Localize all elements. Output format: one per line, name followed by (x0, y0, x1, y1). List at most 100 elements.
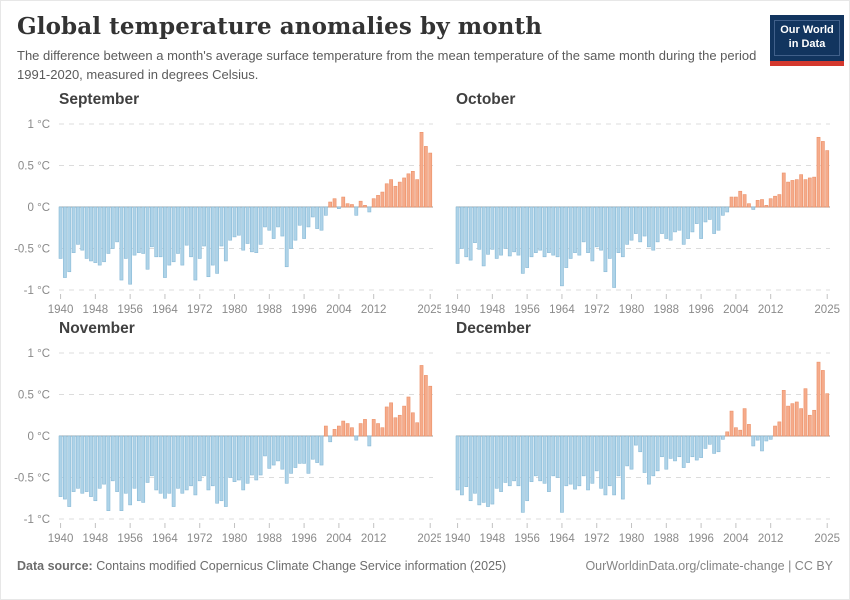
x-axis-label: 1972 (187, 304, 213, 316)
temperature-bar (694, 435, 699, 461)
temperature-bar (673, 206, 677, 232)
temperature-bar (267, 206, 272, 231)
temperature-bar (180, 435, 185, 494)
temperature-bar (503, 206, 508, 249)
temperature-bar (119, 206, 124, 281)
temperature-bar (428, 385, 433, 436)
y-axis-label: 1 °C (28, 119, 51, 131)
temperature-bar (284, 435, 289, 484)
temperature-bar (167, 206, 172, 266)
temperature-bar (720, 435, 725, 440)
temperature-bar (594, 206, 599, 247)
temperature-bar (423, 145, 428, 207)
temperature-bar (529, 206, 534, 257)
temperature-bar (764, 435, 769, 441)
x-axis-label: 2012 (758, 304, 784, 316)
y-axis-label: -0.5 °C (14, 472, 50, 484)
temperature-bar (319, 435, 324, 466)
temperature-bar (358, 200, 363, 207)
footer-link[interactable]: OurWorldinData.org/climate-change | CC B… (585, 558, 833, 573)
temperature-bar (481, 206, 486, 266)
temperature-bar (258, 435, 263, 475)
y-axis-label: 0.5 °C (18, 160, 50, 172)
data-source-text: Contains modified Copernicus Climate Cha… (92, 558, 507, 573)
temperature-bar (664, 206, 669, 239)
temperature-bar (820, 140, 825, 207)
temperature-bar (384, 183, 389, 207)
x-axis-label: 1988 (257, 304, 283, 316)
temperature-bar (167, 435, 172, 494)
temperature-bar (189, 435, 193, 486)
x-axis-label: 2004 (326, 304, 352, 316)
temperature-bar (581, 435, 586, 476)
temperature-bar (189, 206, 193, 257)
temperature-bar (455, 435, 460, 490)
temperature-bar (616, 206, 621, 253)
x-axis-label: 1972 (584, 533, 610, 545)
temperature-bar (729, 196, 734, 207)
temperature-bar (803, 388, 808, 436)
temperature-bar (302, 206, 306, 239)
temperature-bar (590, 435, 595, 484)
temperature-bar (389, 402, 393, 436)
y-axis-label: -0.5 °C (14, 243, 50, 255)
x-axis-label: 1956 (117, 304, 143, 316)
temperature-bar (629, 435, 634, 470)
temperature-bar (529, 435, 534, 482)
temperature-bar (141, 206, 146, 254)
temperature-bar (638, 435, 643, 452)
temperature-bar (193, 435, 198, 495)
temperature-bar (315, 206, 320, 229)
temperature-bar (468, 206, 473, 261)
chart-plot-september: 1 °C 0.5 °C 0 °C -0.5 °C -1 °C 1940 1948 1956 19… (14, 119, 441, 316)
temperature-bar (564, 435, 569, 486)
temperature-bar (703, 435, 708, 449)
temperature-bar (799, 407, 803, 436)
x-axis-label: 1956 (514, 533, 540, 545)
temperature-bar (634, 206, 638, 234)
temperature-bar (486, 206, 490, 255)
x-axis-label: 2012 (758, 533, 784, 545)
temperature-bar (245, 206, 250, 244)
temperature-bar (686, 435, 690, 463)
temperature-bar (616, 435, 621, 476)
chart-title-november: November (59, 319, 135, 337)
temperature-bar (263, 206, 267, 227)
temperature-bar (542, 206, 547, 257)
x-axis-label: 1964 (152, 533, 178, 545)
temperature-bar (271, 206, 276, 239)
temperature-bar (136, 206, 141, 253)
temperature-bar (547, 206, 551, 253)
temperature-bar (123, 435, 128, 494)
temperature-bar (219, 206, 224, 246)
temperature-bar (786, 405, 790, 436)
temperature-bar (223, 435, 228, 507)
temperature-bar (738, 429, 743, 436)
temperature-bar (638, 206, 643, 242)
y-axis-label: 1 °C (28, 348, 51, 360)
temperature-bar (655, 435, 660, 471)
temperature-bar (747, 203, 751, 207)
temperature-bar (594, 435, 599, 471)
chart-september: September 1 °C 0.5 °C 0 °C -0.5 °C -1 °C 1940… (1, 91, 441, 320)
temperature-bar (468, 435, 473, 501)
temperature-bar (202, 435, 206, 476)
temperature-bar (473, 206, 477, 243)
temperature-bar (297, 206, 302, 226)
temperature-bar (825, 393, 830, 436)
temperature-bar (63, 206, 67, 278)
temperature-bar (354, 206, 359, 216)
temperature-bar (97, 206, 102, 266)
temperature-bar (751, 206, 756, 210)
temperature-bar (393, 417, 398, 436)
x-axis-label: 1988 (257, 533, 283, 545)
temperature-bar (106, 435, 111, 511)
temperature-bar (136, 435, 141, 501)
header: Global temperature anomalies by month Th… (1, 1, 849, 85)
temperature-bar (241, 435, 246, 490)
temperature-bar (647, 435, 651, 485)
temperature-bar (777, 421, 782, 436)
temperature-bar (84, 435, 89, 492)
temperature-bar (215, 206, 219, 274)
temperature-bar (690, 435, 695, 457)
